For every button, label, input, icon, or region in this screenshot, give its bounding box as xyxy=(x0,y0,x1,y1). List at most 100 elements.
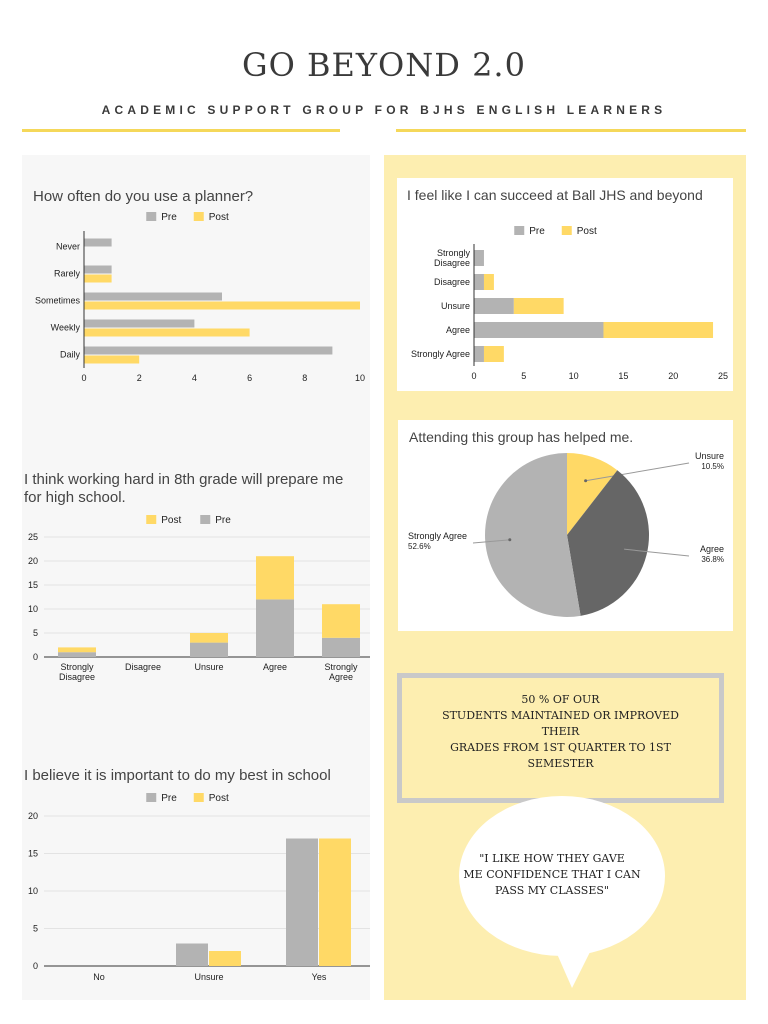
y-tick-label: 10 xyxy=(28,886,38,896)
legend-swatch xyxy=(561,226,572,235)
x-tick-label: Disagree xyxy=(59,672,95,682)
bar-segment xyxy=(190,633,228,643)
y-tick-label: 20 xyxy=(28,811,38,821)
quote-line: ME CONFIDENCE THAT I CAN xyxy=(463,868,641,881)
legend-swatch xyxy=(146,515,157,524)
pie-label: Unsure xyxy=(695,451,724,461)
x-tick-label: 20 xyxy=(668,371,678,381)
quote-line: "I LIKE HOW THEY GAVE xyxy=(479,852,625,865)
stat-line: GRADES FROM 1ST QUARTER TO 1ST xyxy=(450,741,671,754)
legend-label: Post xyxy=(209,212,229,223)
pie-slice xyxy=(484,453,581,617)
x-tick-label: Yes xyxy=(312,972,327,982)
bar xyxy=(209,951,241,966)
hardwork-chart: Post Pre0510152025StronglyDisagreeDisagre… xyxy=(28,515,370,682)
x-tick-label: 4 xyxy=(192,373,197,383)
y-tick-label: 0 xyxy=(33,961,38,971)
stat-box: 50 % OF OUR STUDENTS MAINTAINED OR IMPRO… xyxy=(397,673,724,803)
bar-segment xyxy=(256,556,294,600)
y-tick-label: 20 xyxy=(28,556,38,566)
pie-label: Strongly Agree xyxy=(408,531,467,541)
y-tick-label: Disagree xyxy=(434,258,470,268)
bar xyxy=(84,346,333,355)
y-tick-label: Strongly Agree xyxy=(411,349,470,359)
x-tick-label: 5 xyxy=(521,371,526,381)
bar xyxy=(176,943,208,966)
pie-leader-dot xyxy=(621,547,625,551)
y-tick-label: 10 xyxy=(28,604,38,614)
bar-segment xyxy=(256,599,294,657)
stat-line: 50 % OF OUR xyxy=(521,693,600,706)
left-divider xyxy=(22,129,340,132)
legend-swatch xyxy=(193,212,204,221)
legend-swatch xyxy=(200,515,211,524)
x-tick-label: 0 xyxy=(81,373,86,383)
x-tick-label: 0 xyxy=(471,371,476,381)
hardwork-panel xyxy=(22,460,370,755)
bar xyxy=(84,274,112,283)
bar xyxy=(286,838,318,966)
y-tick-label: 0 xyxy=(33,652,38,662)
pie-slice xyxy=(567,453,618,535)
legend-swatch xyxy=(514,226,525,235)
x-tick-label: 6 xyxy=(247,373,252,383)
pie-percent: 36.8% xyxy=(701,555,724,564)
bar xyxy=(319,838,351,966)
bar-segment xyxy=(474,298,514,314)
planner-chart: Pre Post Never Rarely Sometimes Weekly Daily 0 2… xyxy=(35,212,365,383)
y-tick-label: 5 xyxy=(33,628,38,638)
x-tick-label: Agree xyxy=(329,672,353,682)
legend-label: Pre xyxy=(215,515,231,526)
page-subtitle: ACADEMIC SUPPORT GROUP FOR BJHS ENGLISH … xyxy=(101,103,667,117)
bar xyxy=(84,319,195,328)
page-title: GO BEYOND 2.0 xyxy=(242,46,526,84)
succeed-card xyxy=(397,178,733,391)
bar xyxy=(84,355,140,364)
bar-segment xyxy=(474,346,484,362)
bar-segment xyxy=(474,274,484,290)
bar-segment xyxy=(58,647,96,653)
bestschool-chart: Pre Post 0 5 10 15 20 No Unsure Yes xyxy=(28,793,370,982)
y-tick-label: 15 xyxy=(28,580,38,590)
y-tick-label: Weekly xyxy=(51,323,81,333)
bar-segment xyxy=(190,642,228,657)
y-tick-label: Strongly xyxy=(437,248,471,258)
bar-segment xyxy=(322,637,360,657)
legend-label: Pre xyxy=(161,793,177,804)
legend-label: Pre xyxy=(161,212,177,223)
legend-swatch xyxy=(146,793,157,802)
x-tick-label: 10 xyxy=(355,373,365,383)
y-tick-label: Sometimes xyxy=(35,296,81,306)
y-tick-label: 5 xyxy=(33,924,38,934)
x-tick-label: 8 xyxy=(302,373,307,383)
bestschool-chart-title: I believe it is important to do my best … xyxy=(24,767,331,784)
x-tick-label: No xyxy=(93,972,105,982)
y-tick-label: 15 xyxy=(28,849,38,859)
pie-percent: 52.6% xyxy=(408,542,431,551)
hardwork-chart-title: I think working hard in 8th grade will p… xyxy=(24,471,344,506)
x-tick-label: 10 xyxy=(569,371,579,381)
y-tick-label: Disagree xyxy=(434,277,470,287)
bar-segment xyxy=(58,652,96,657)
testimonial-quote: "I LIKE HOW THEY GAVE ME CONFIDENCE THAT… xyxy=(452,851,652,899)
y-tick-label: Unsure xyxy=(441,301,470,311)
right-divider xyxy=(396,129,746,132)
stat-line: SEMESTER xyxy=(527,757,594,770)
x-tick-label: 15 xyxy=(618,371,628,381)
bar-segment xyxy=(483,346,504,362)
pie-slice xyxy=(567,470,649,616)
bar-segment xyxy=(483,274,494,290)
y-tick-label: Never xyxy=(56,242,80,252)
pie-leader-line xyxy=(622,548,690,557)
legend-swatch xyxy=(193,793,204,802)
stat-line: THEIR xyxy=(541,725,580,738)
bar-segment xyxy=(474,250,484,266)
x-tick-label: Agree xyxy=(263,662,287,672)
legend-label: Post xyxy=(577,226,597,237)
speech-bubble xyxy=(459,796,665,988)
pie-leader-dot xyxy=(584,479,588,483)
y-tick-label: Daily xyxy=(60,350,81,360)
pie-leader-dot xyxy=(508,538,512,542)
bar-segment xyxy=(322,604,360,638)
